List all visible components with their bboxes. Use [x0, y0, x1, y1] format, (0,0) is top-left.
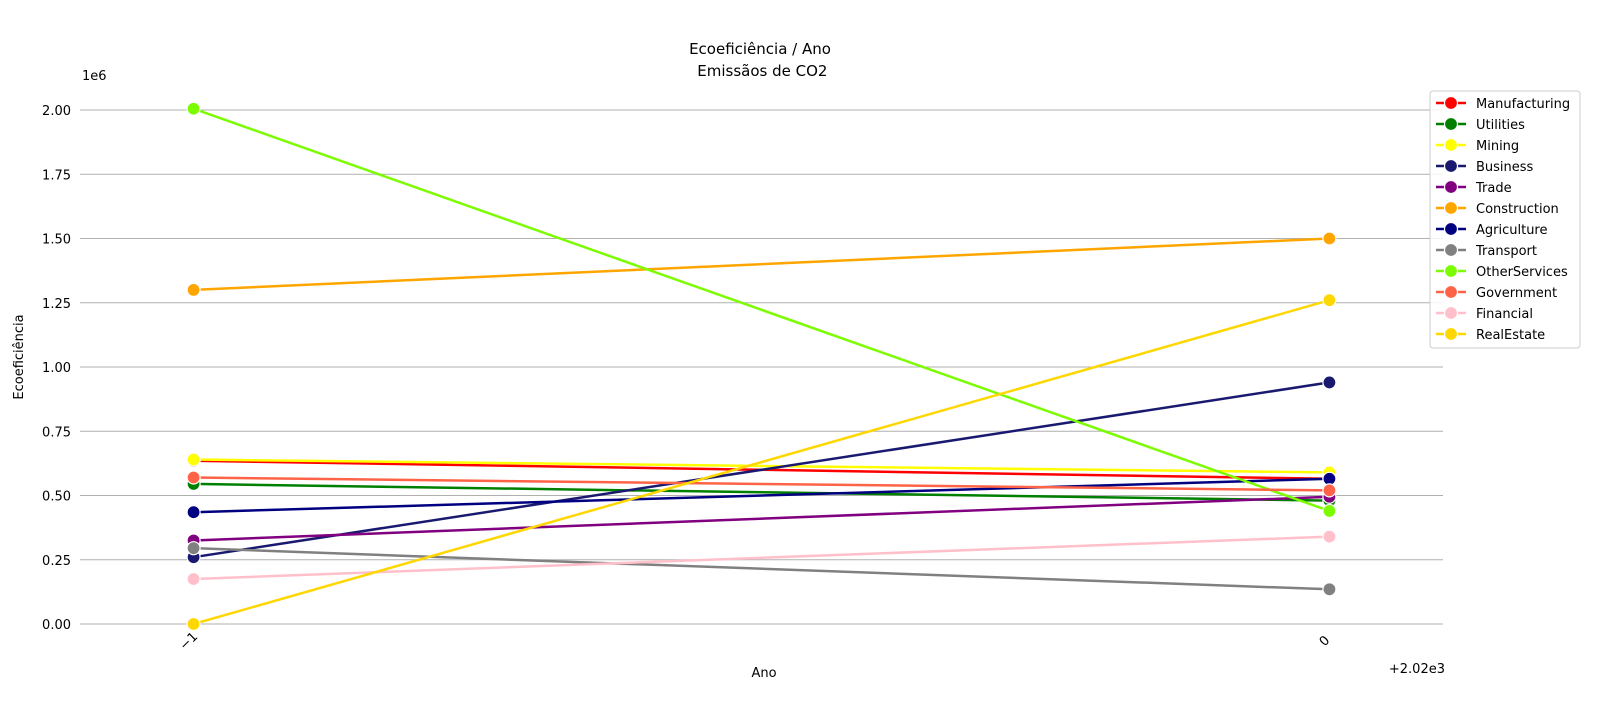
legend-swatch-marker	[1443, 242, 1459, 258]
data-point	[186, 616, 201, 632]
series-line	[193, 107, 1330, 513]
y-axis-label: Ecoeficiência	[12, 314, 27, 399]
legend-swatch-marker	[1443, 116, 1459, 132]
legend-label: Mining	[1476, 139, 1519, 154]
legend-label: Business	[1476, 160, 1534, 175]
series-line	[193, 482, 1330, 502]
legend-label: RealEstate	[1476, 328, 1545, 343]
series-lines	[186, 101, 1337, 632]
series-line	[193, 298, 1330, 626]
chart-title-line2: Emissãos de CO2	[693, 62, 828, 80]
legend-swatch-marker	[1443, 200, 1459, 216]
data-point	[1322, 503, 1337, 519]
y-tick-label: 0.00	[42, 618, 71, 633]
data-point	[186, 571, 201, 587]
legend-label: Trade	[1475, 181, 1512, 196]
y-tick-label: 0.75	[42, 425, 71, 440]
legend-label: Transport	[1475, 244, 1537, 259]
series-line	[193, 381, 1330, 559]
data-point	[186, 282, 201, 297]
x-offset-label: +2.02e3	[1389, 662, 1445, 677]
legend-swatch-marker	[1443, 158, 1459, 174]
legend-label: Manufacturing	[1476, 97, 1570, 112]
legend-label: Utilities	[1476, 118, 1525, 133]
data-point	[1322, 529, 1337, 544]
legend-frame	[1429, 90, 1581, 349]
legend-swatch-marker	[1443, 263, 1459, 279]
data-point	[186, 541, 201, 556]
series-line	[193, 495, 1330, 542]
legend-swatch-marker	[1443, 95, 1459, 111]
x-axis-label: Ano	[751, 666, 776, 681]
legend-swatch-marker	[1443, 284, 1459, 300]
data-point	[1322, 231, 1337, 246]
data-point	[186, 452, 201, 467]
x-tick-label: −1	[177, 629, 201, 653]
legend: Manufacturing Utilities Mining Business Trad…	[1429, 90, 1581, 349]
legend-swatch-marker	[1443, 305, 1459, 321]
data-point	[186, 470, 201, 485]
y-tick-label: 1.50	[42, 233, 71, 248]
axes: 0.00 0.25 0.50 0.75 1.00 1.25 1.50 1.75 2.00 −1 0	[42, 104, 1333, 654]
data-point	[1322, 483, 1337, 498]
legend-swatch-marker	[1443, 221, 1459, 237]
series-line	[193, 458, 1330, 474]
legend-swatch-marker	[1443, 179, 1459, 195]
legend-label: Government	[1476, 286, 1557, 301]
legend-label: OtherServices	[1476, 265, 1568, 280]
y-tick-label: 1.25	[42, 297, 71, 312]
y-tick-label: 0.50	[42, 490, 71, 505]
y-tick-label: 1.75	[42, 168, 71, 183]
data-point	[1322, 293, 1337, 308]
data-point	[1322, 375, 1337, 390]
y-tick-label: 0.25	[42, 554, 71, 569]
legend-label: Financial	[1476, 307, 1533, 322]
legend-label: Construction	[1476, 202, 1559, 217]
series-line	[193, 476, 1330, 492]
series-line	[193, 477, 1330, 514]
y-tick-label: 1.00	[42, 361, 71, 376]
series-line	[193, 546, 1330, 591]
y-multiplier-label: 1e6	[82, 69, 107, 84]
data-point	[186, 101, 201, 116]
chart-title-line1: Ecoeficiência / Ano	[689, 40, 831, 58]
series-line	[193, 535, 1330, 581]
legend-label: Agriculture	[1476, 223, 1548, 238]
legend-swatch-marker	[1443, 137, 1459, 153]
data-point	[186, 505, 201, 520]
series-line	[193, 237, 1330, 292]
x-tick-label: 0	[1317, 633, 1333, 649]
gridlines	[80, 109, 1443, 625]
data-point	[1322, 582, 1337, 597]
y-tick-label: 2.00	[42, 104, 71, 119]
legend-swatch-marker	[1443, 326, 1459, 342]
